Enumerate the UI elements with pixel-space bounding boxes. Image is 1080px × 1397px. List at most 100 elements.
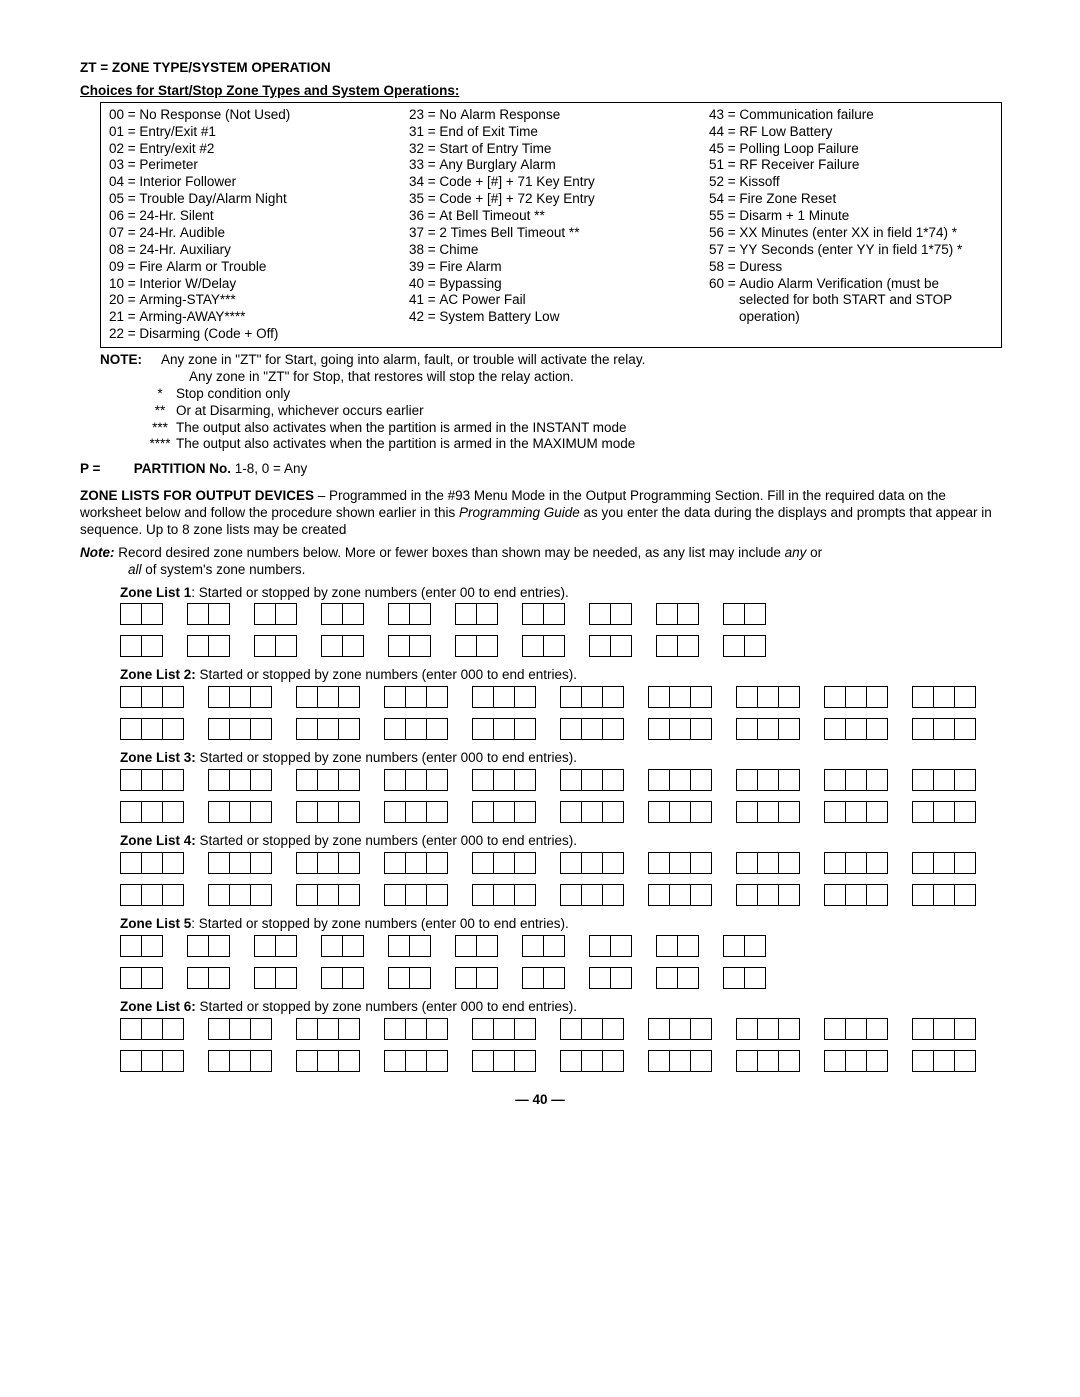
entry-cell[interactable] (560, 686, 582, 708)
entry-cell[interactable] (933, 686, 955, 708)
entry-cell[interactable] (602, 1018, 624, 1040)
entry-cell[interactable] (757, 686, 779, 708)
entry-cell[interactable] (866, 801, 888, 823)
entry-cell[interactable] (912, 852, 934, 874)
entry-cell[interactable] (141, 603, 163, 625)
entry-cell[interactable] (342, 635, 364, 657)
entry-cell[interactable] (405, 852, 427, 874)
entry-cell[interactable] (338, 1050, 360, 1072)
entry-cell[interactable] (426, 801, 448, 823)
entry-cell[interactable] (581, 852, 603, 874)
entry-cell[interactable] (455, 935, 477, 957)
entry-cell[interactable] (912, 718, 934, 740)
entry-cell[interactable] (384, 686, 406, 708)
entry-cell[interactable] (824, 1050, 846, 1072)
entry-cell[interactable] (514, 801, 536, 823)
entry-cell[interactable] (384, 1050, 406, 1072)
entry-cell[interactable] (338, 801, 360, 823)
entry-cell[interactable] (744, 603, 766, 625)
entry-cell[interactable] (317, 769, 339, 791)
entry-cell[interactable] (845, 1018, 867, 1040)
entry-cell[interactable] (317, 1050, 339, 1072)
entry-cell[interactable] (208, 686, 230, 708)
entry-cell[interactable] (208, 801, 230, 823)
entry-cell[interactable] (778, 686, 800, 708)
entry-cell[interactable] (120, 769, 142, 791)
entry-cell[interactable] (522, 635, 544, 657)
entry-cell[interactable] (736, 1050, 758, 1072)
entry-cell[interactable] (229, 884, 251, 906)
entry-cell[interactable] (187, 935, 209, 957)
entry-cell[interactable] (757, 852, 779, 874)
entry-cell[interactable] (824, 801, 846, 823)
entry-cell[interactable] (141, 801, 163, 823)
entry-cell[interactable] (120, 852, 142, 874)
entry-cell[interactable] (338, 852, 360, 874)
entry-cell[interactable] (208, 603, 230, 625)
entry-cell[interactable] (514, 718, 536, 740)
entry-cell[interactable] (296, 1018, 318, 1040)
entry-cell[interactable] (472, 801, 494, 823)
entry-cell[interactable] (208, 718, 230, 740)
entry-cell[interactable] (954, 1018, 976, 1040)
entry-cell[interactable] (602, 718, 624, 740)
entry-cell[interactable] (141, 852, 163, 874)
entry-cell[interactable] (141, 718, 163, 740)
entry-cell[interactable] (912, 1018, 934, 1040)
entry-cell[interactable] (669, 852, 691, 874)
entry-cell[interactable] (778, 718, 800, 740)
entry-cell[interactable] (677, 603, 699, 625)
entry-cell[interactable] (426, 852, 448, 874)
entry-cell[interactable] (610, 935, 632, 957)
entry-cell[interactable] (602, 1050, 624, 1072)
entry-cell[interactable] (954, 852, 976, 874)
entry-cell[interactable] (187, 603, 209, 625)
entry-cell[interactable] (250, 686, 272, 708)
entry-cell[interactable] (162, 801, 184, 823)
entry-cell[interactable] (690, 686, 712, 708)
entry-cell[interactable] (912, 801, 934, 823)
entry-cell[interactable] (162, 1050, 184, 1072)
entry-cell[interactable] (589, 635, 611, 657)
entry-cell[interactable] (321, 603, 343, 625)
entry-cell[interactable] (514, 1018, 536, 1040)
entry-cell[interactable] (384, 884, 406, 906)
entry-cell[interactable] (514, 884, 536, 906)
entry-cell[interactable] (472, 1018, 494, 1040)
entry-cell[interactable] (338, 884, 360, 906)
entry-cell[interactable] (338, 1018, 360, 1040)
entry-cell[interactable] (229, 801, 251, 823)
entry-cell[interactable] (602, 769, 624, 791)
entry-cell[interactable] (543, 635, 565, 657)
entry-cell[interactable] (560, 1050, 582, 1072)
entry-cell[interactable] (120, 884, 142, 906)
entry-cell[interactable] (669, 1050, 691, 1072)
entry-cell[interactable] (933, 884, 955, 906)
entry-cell[interactable] (866, 686, 888, 708)
entry-cell[interactable] (954, 686, 976, 708)
entry-cell[interactable] (338, 769, 360, 791)
entry-cell[interactable] (120, 718, 142, 740)
entry-cell[interactable] (229, 1050, 251, 1072)
entry-cell[interactable] (648, 686, 670, 708)
entry-cell[interactable] (757, 1050, 779, 1072)
entry-cell[interactable] (141, 935, 163, 957)
entry-cell[interactable] (543, 935, 565, 957)
entry-cell[interactable] (250, 1018, 272, 1040)
entry-cell[interactable] (455, 967, 477, 989)
entry-cell[interactable] (317, 852, 339, 874)
entry-cell[interactable] (933, 718, 955, 740)
entry-cell[interactable] (954, 801, 976, 823)
entry-cell[interactable] (254, 635, 276, 657)
entry-cell[interactable] (648, 718, 670, 740)
entry-cell[interactable] (120, 801, 142, 823)
entry-cell[interactable] (409, 967, 431, 989)
entry-cell[interactable] (162, 718, 184, 740)
entry-cell[interactable] (250, 801, 272, 823)
entry-cell[interactable] (141, 884, 163, 906)
entry-cell[interactable] (426, 769, 448, 791)
entry-cell[interactable] (321, 935, 343, 957)
entry-cell[interactable] (229, 686, 251, 708)
entry-cell[interactable] (388, 935, 410, 957)
entry-cell[interactable] (723, 635, 745, 657)
